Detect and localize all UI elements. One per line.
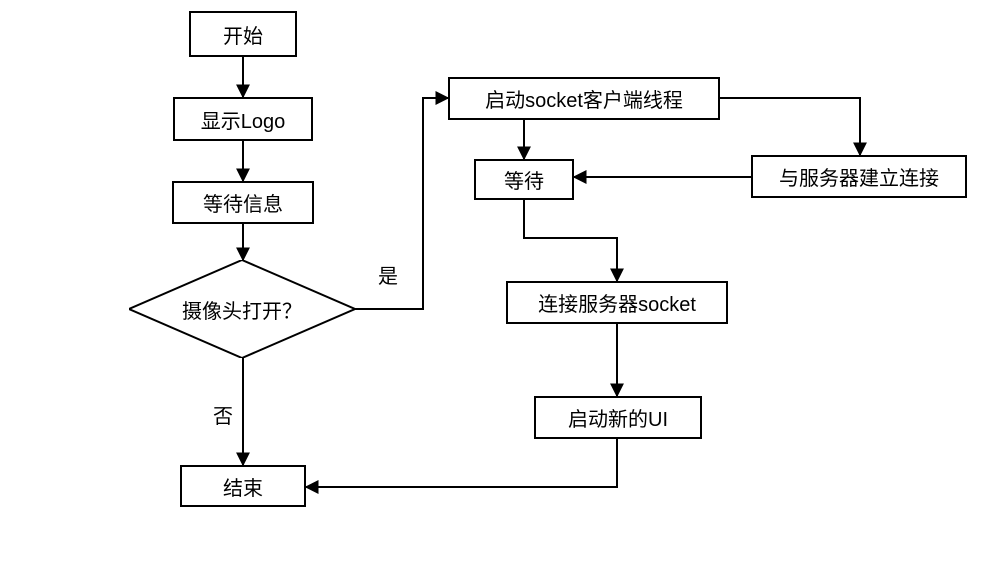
node-label: 结束 <box>223 472 263 501</box>
node-label: 启动socket客户端线程 <box>485 84 683 113</box>
flowchart-node-startSocket: 启动socket客户端线程 <box>448 77 720 120</box>
flowchart-node-showLogo: 显示Logo <box>173 97 313 141</box>
flowchart-node-startUI: 启动新的UI <box>534 396 702 439</box>
edge-cameraOpen-startSocket <box>355 98 448 309</box>
flowchart-node-connServer: 与服务器建立连接 <box>751 155 967 198</box>
edge-wait2-connSocket <box>524 200 617 281</box>
edge-label-cameraOpen-end: 否 <box>213 400 233 429</box>
node-label: 等待信息 <box>203 188 283 217</box>
node-label: 开始 <box>223 20 263 49</box>
node-label: 与服务器建立连接 <box>779 162 939 191</box>
node-label: 等待 <box>504 165 544 194</box>
flowchart-node-start: 开始 <box>189 11 297 57</box>
edge-startSocket-connServer <box>720 98 860 155</box>
node-label: 摄像头打开？ <box>182 295 302 324</box>
flowchart-node-end: 结束 <box>180 465 306 507</box>
flowchart-node-cameraOpen: 摄像头打开？ <box>129 260 355 358</box>
edge-label-cameraOpen-startSocket: 是 <box>378 260 398 289</box>
node-label: 连接服务器socket <box>538 288 696 317</box>
edge-startUI-end <box>306 439 617 487</box>
node-label: 启动新的UI <box>568 403 668 432</box>
flowchart-node-wait2: 等待 <box>474 159 574 200</box>
flowchart-node-waitInfo: 等待信息 <box>172 181 314 224</box>
node-label: 显示Logo <box>201 105 286 134</box>
flowchart-node-connSocket: 连接服务器socket <box>506 281 728 324</box>
